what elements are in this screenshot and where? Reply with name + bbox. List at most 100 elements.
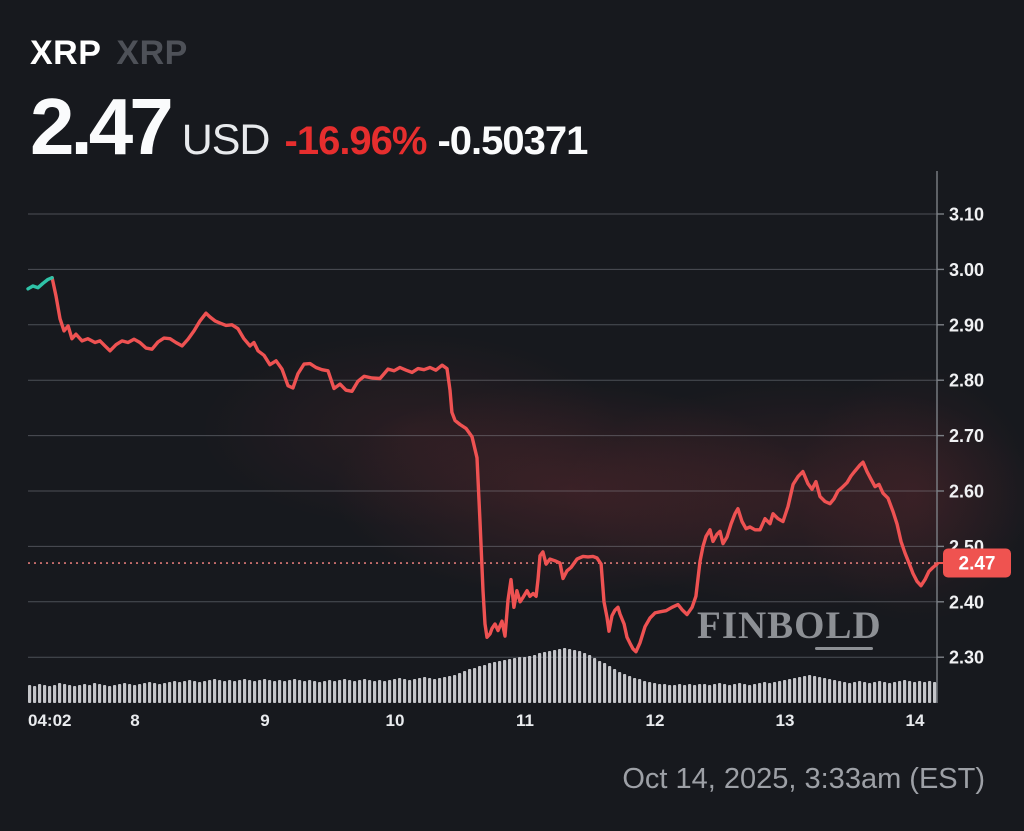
volume-bar (783, 680, 787, 703)
volume-bar (473, 668, 477, 703)
volume-bar (583, 653, 587, 703)
volume-bar (363, 679, 367, 703)
volume-bar (843, 682, 847, 703)
y-tick-label: 2.90 (949, 315, 984, 335)
volume-bar (293, 679, 297, 703)
volume-bar (128, 684, 132, 703)
volume-bar (428, 678, 432, 703)
volume-bar (113, 685, 117, 703)
volume-bar (933, 682, 937, 703)
volume-bar (673, 685, 677, 703)
volume-bar (278, 680, 282, 703)
volume-bar (188, 680, 192, 703)
volume-bar (243, 679, 247, 703)
volume-bar (883, 682, 887, 703)
volume-bar (848, 683, 852, 703)
volume-bar (398, 678, 402, 703)
volume-bar (173, 681, 177, 703)
volume-bar (263, 679, 267, 703)
volume-bar (648, 682, 652, 703)
volume-bar (323, 681, 327, 703)
volume-bar (208, 680, 212, 703)
volume-bar (468, 669, 472, 703)
volume-bar (768, 683, 772, 703)
x-tick-label: 10 (386, 711, 405, 730)
current-price: 2.47 (30, 82, 174, 171)
volume-bar (368, 680, 372, 703)
volume-bar (193, 681, 197, 703)
volume-bar (778, 681, 782, 703)
volume-bar (353, 681, 357, 703)
volume-bar (868, 683, 872, 703)
volume-bar (28, 685, 32, 703)
volume-bar (588, 655, 592, 703)
volume-bar (803, 676, 807, 703)
volume-bar (693, 685, 697, 703)
volume-bar (333, 681, 337, 703)
volume-bar (383, 681, 387, 703)
volume-bar (183, 681, 187, 703)
volume-bar (43, 685, 47, 703)
volume-bar (703, 684, 707, 703)
current-price-badge (943, 548, 1011, 578)
volume-bar (413, 679, 417, 703)
volume-bar (238, 680, 242, 703)
volume-bar (388, 680, 392, 703)
x-tick-label: 9 (260, 711, 269, 730)
volume-bar (218, 680, 222, 703)
volume-bar (518, 657, 522, 703)
price-line-up-segment (26, 276, 54, 291)
volume-bar (838, 681, 842, 703)
volume-bar (708, 685, 712, 703)
volume-bar (603, 663, 607, 703)
volume-bar (618, 672, 622, 703)
ticker-symbol: XRP (30, 34, 102, 72)
volume-bar (638, 679, 642, 703)
volume-bar (313, 681, 317, 703)
y-tick-label: 3.00 (949, 260, 984, 280)
volume-bar (763, 682, 767, 703)
volume-bar (448, 676, 452, 703)
volume-bar (103, 685, 107, 703)
volume-bar (253, 681, 257, 703)
volume-bar (273, 681, 277, 703)
volume-bar (678, 684, 682, 703)
volume-bar (418, 678, 422, 703)
y-tick-label: 2.80 (949, 371, 984, 391)
volume-bar (358, 680, 362, 703)
volume-bar (503, 660, 507, 703)
volume-bar (663, 684, 667, 703)
ticker-header: XRP XRP 2.47 USD -16.96% -0.50371 (30, 34, 588, 171)
volume-bar (268, 680, 272, 703)
volume-bar (478, 666, 482, 703)
volume-bar (288, 680, 292, 703)
volume-bar (918, 681, 922, 703)
volume-bar (88, 685, 92, 703)
volume-bar (718, 683, 722, 703)
volume-bar (393, 679, 397, 703)
volume-bar (318, 682, 322, 703)
volume-bar (903, 680, 907, 703)
volume-bar (928, 681, 932, 703)
x-tick-label: 8 (130, 711, 139, 730)
volume-bar (438, 678, 442, 703)
volume-bar (143, 683, 147, 703)
volume-bar (558, 649, 562, 703)
price-row: 2.47 USD -16.96% -0.50371 (30, 82, 588, 171)
volume-bar (423, 677, 427, 703)
volume-bar (898, 681, 902, 703)
volume-bar (698, 684, 702, 703)
volume-bar (283, 681, 287, 703)
volume-bar (748, 685, 752, 703)
volume-bar (548, 651, 552, 703)
volume-bar (788, 679, 792, 703)
volume-bar (463, 671, 467, 703)
volume-bar (633, 678, 637, 703)
volume-bar (688, 684, 692, 703)
volume-bar (178, 682, 182, 703)
volume-bar (833, 680, 837, 703)
coin-name: XRP (116, 34, 188, 72)
volume-bar (713, 684, 717, 703)
volume-bar (643, 681, 647, 703)
